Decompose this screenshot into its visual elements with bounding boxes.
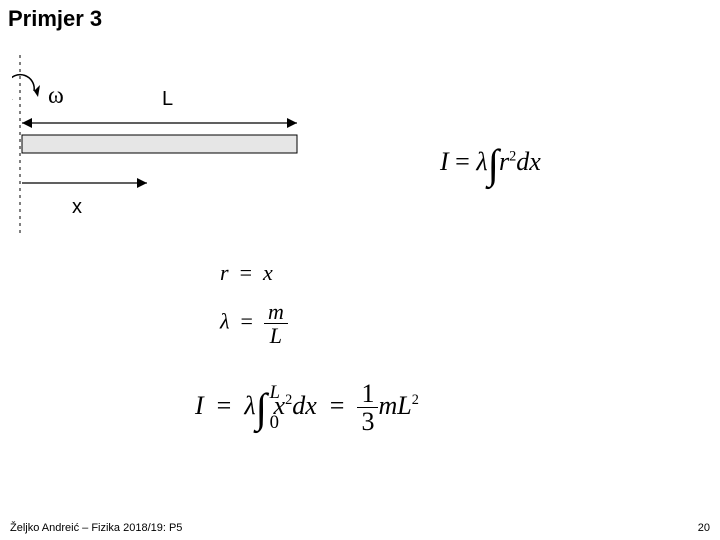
x-label: x — [72, 196, 82, 218]
eq-lambda-equals: = — [241, 309, 253, 334]
eq-equals2: = — [330, 391, 345, 420]
rod-bar — [22, 135, 297, 153]
slide-title: Primjer 3 — [8, 6, 102, 32]
eq-m: m — [378, 391, 397, 420]
eq-I2: I — [195, 391, 204, 420]
eq-lambda2: λ — [244, 391, 255, 420]
eq-equals: = — [455, 147, 470, 176]
equation-moment-integral: I = λ∫r2dx — [440, 140, 541, 188]
eq-r: r — [499, 147, 509, 176]
eq-lambda: λ — [476, 147, 487, 176]
rotation-arrow-head — [34, 85, 40, 97]
equation-r-equals-x: r = x — [220, 260, 273, 286]
length-label: L — [162, 88, 173, 110]
fraction-den-3: 3 — [357, 408, 378, 435]
fraction-num-1: 1 — [357, 380, 378, 408]
footer-text: Željko Andreić – Fizika 2018/19: P5 — [10, 522, 182, 534]
integral-icon: ∫L0 — [256, 384, 267, 432]
eq-r-rhs: x — [263, 260, 273, 285]
eq-r-equals: = — [240, 260, 252, 285]
eq-L: L — [397, 391, 411, 420]
fraction-1-3: 1 3 — [357, 380, 378, 436]
eq-equals1: = — [217, 391, 232, 420]
length-arrow-head-right — [287, 118, 297, 128]
integral-upper: L — [270, 382, 280, 404]
fraction-den: L — [264, 324, 288, 347]
diagram-svg: ω L x — [12, 55, 312, 235]
x-arrow-head — [137, 178, 147, 188]
equation-lambda: λ = m L — [220, 300, 288, 347]
integral-lower: 0 — [270, 412, 279, 434]
omega-label: ω — [48, 83, 64, 109]
rod-rotation-diagram: ω L x — [12, 55, 312, 235]
eq-L-exp: 2 — [412, 392, 419, 408]
equation-result: I = λ∫L0 x2dx = 1 3 mL2 — [195, 380, 419, 436]
eq-r-lhs: r — [220, 260, 229, 285]
integral-icon: ∫ — [488, 140, 499, 188]
rotation-arrow-arc — [12, 75, 34, 100]
page-number: 20 — [698, 522, 710, 534]
eq-dx2: dx — [292, 391, 317, 420]
fraction-m-over-L: m L — [264, 300, 288, 347]
eq-lambda-lhs: λ — [220, 309, 230, 334]
eq-I: I — [440, 147, 449, 176]
fraction-num: m — [264, 300, 288, 324]
length-arrow-head-left — [22, 118, 32, 128]
eq-dx: dx — [516, 147, 541, 176]
